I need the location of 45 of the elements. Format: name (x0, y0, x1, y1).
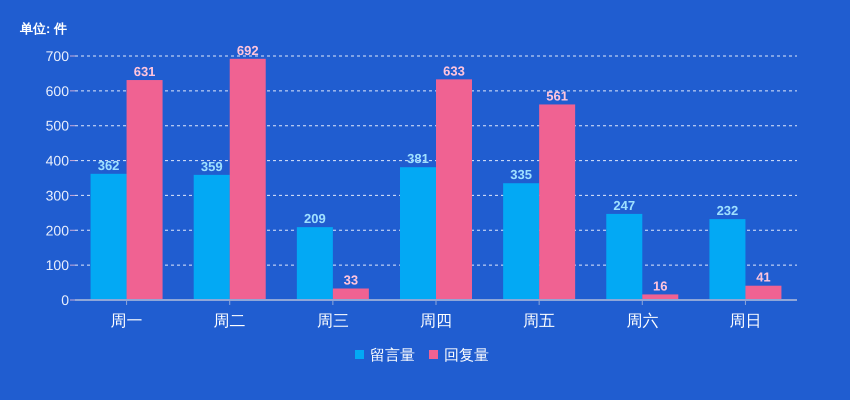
data-label: 232 (716, 203, 738, 218)
bar (539, 104, 576, 300)
data-label: 247 (613, 198, 636, 213)
bar (296, 227, 333, 300)
x-tick-label: 周五 (523, 313, 556, 330)
bar (126, 80, 163, 300)
y-tick-label: 0 (61, 292, 70, 308)
x-tick-label: 周二 (214, 313, 246, 330)
bar (332, 288, 369, 300)
bar (400, 167, 436, 300)
x-tick-label: 周四 (420, 313, 452, 330)
data-label: 633 (443, 63, 465, 78)
legend-label: 留言量 (370, 347, 415, 364)
data-label: 561 (546, 88, 568, 104)
y-tick-label: 400 (46, 152, 70, 169)
bar (606, 214, 642, 300)
data-label: 631 (134, 64, 156, 80)
data-label: 335 (510, 167, 532, 182)
bar (90, 174, 127, 300)
bar (745, 286, 782, 300)
data-label: 359 (200, 158, 223, 174)
x-tick-label: 周三 (316, 313, 349, 330)
bar (230, 58, 266, 300)
y-tick-label: 200 (46, 222, 70, 238)
y-tick-label: 500 (46, 118, 70, 134)
bar (436, 79, 472, 300)
x-tick-label: 周六 (626, 312, 658, 330)
legend-label: 回复量 (444, 347, 489, 364)
data-label: 33 (344, 272, 358, 288)
x-tick-label: 周日 (729, 313, 762, 330)
y-tick-label: 700 (46, 48, 70, 64)
bar (194, 174, 230, 300)
data-label: 41 (756, 270, 771, 285)
data-label: 692 (236, 42, 259, 58)
data-label: 381 (407, 151, 429, 166)
bar (709, 219, 746, 300)
x-tick-label: 周一 (110, 313, 143, 330)
data-label: 209 (304, 211, 326, 226)
y-tick-label: 600 (46, 82, 70, 99)
bar (503, 183, 540, 300)
data-label: 16 (653, 278, 668, 294)
y-tick-label: 300 (46, 187, 70, 204)
y-axis-title: 单位: 件 (19, 21, 67, 36)
y-tick-label: 100 (46, 257, 70, 274)
data-label: 362 (98, 158, 120, 173)
